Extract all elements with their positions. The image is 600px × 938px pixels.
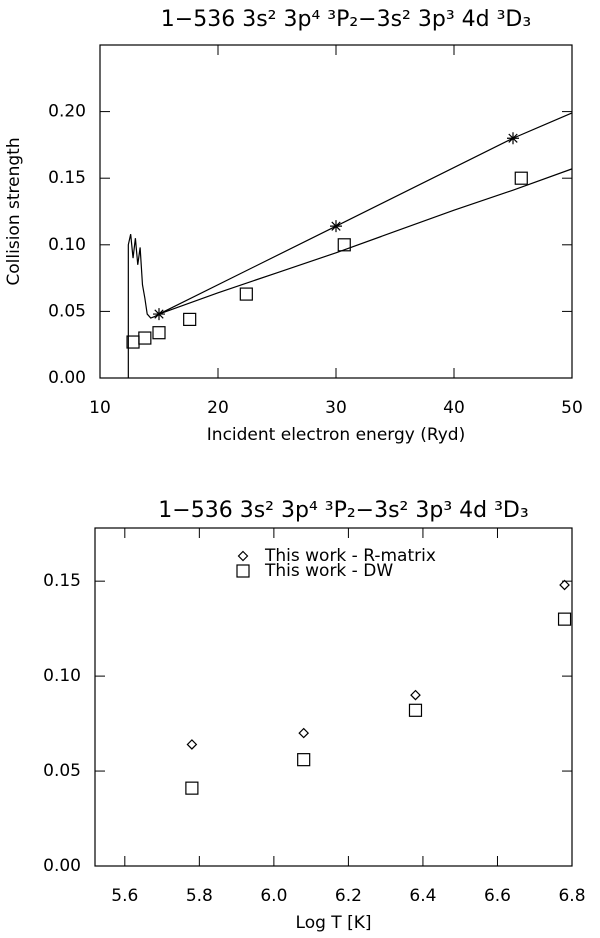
y-tick-label: 0.10 — [43, 666, 81, 686]
diamond-marker — [186, 739, 198, 750]
square-marker — [337, 238, 351, 252]
y-tick-label: 0.10 — [48, 235, 86, 255]
x-axis-label: Incident electron energy (Ryd) — [207, 425, 465, 445]
legend-label: This work - DW — [264, 561, 393, 581]
plot-frame — [99, 44, 573, 379]
x-tick-label: 6.2 — [335, 886, 362, 906]
y-axis-label: Collision strength — [4, 137, 24, 285]
diamond-marker — [298, 727, 310, 739]
square-marker — [557, 612, 572, 626]
x-tick-label: 6.6 — [484, 886, 511, 906]
x-tick-label: 20 — [207, 398, 229, 418]
square-marker — [297, 753, 311, 767]
x-tick-label: 30 — [325, 398, 347, 418]
x-tick-label: 6.0 — [260, 886, 287, 906]
chart-title: 1−536 3s² 3p⁴ ³P₂−3s² 3p³ 4d ³D₃ — [158, 498, 528, 523]
y-tick-label: 0.20 — [48, 102, 86, 122]
asterisk-marker — [507, 132, 519, 145]
square-marker — [183, 312, 197, 326]
x-axis-label: Log T [K] — [296, 913, 372, 933]
y-tick-label: 0.00 — [43, 856, 81, 876]
line — [158, 112, 573, 315]
y-tick-label: 0.05 — [48, 301, 86, 321]
y-tick-label: 0.05 — [43, 761, 81, 781]
line — [127, 168, 573, 378]
legend-symbol — [236, 564, 250, 578]
y-tick-label: 0.00 — [48, 368, 86, 388]
x-tick-label: 5.8 — [186, 886, 213, 906]
square-marker — [138, 331, 152, 345]
diamond-marker — [559, 579, 570, 591]
x-tick-label: 10 — [89, 398, 111, 418]
y-tick-label: 0.15 — [48, 168, 86, 188]
asterisk-marker — [330, 220, 342, 233]
plot-frame — [94, 527, 573, 867]
chart-title: 1−536 3s² 3p⁴ ³P₂−3s² 3p³ 4d ³D₃ — [161, 7, 531, 32]
square-marker — [514, 171, 528, 185]
x-tick-label: 40 — [443, 398, 465, 418]
x-tick-label: 6.8 — [558, 886, 585, 906]
x-tick-label: 6.4 — [409, 886, 436, 906]
square-marker — [185, 781, 199, 795]
square-marker — [152, 326, 166, 340]
square-marker — [408, 703, 423, 717]
legend-label: This work - R-matrix — [264, 546, 436, 566]
diamond-marker — [410, 689, 421, 701]
x-tick-label: 50 — [561, 398, 583, 418]
asterisk-marker — [153, 308, 165, 321]
x-tick-label: 5.6 — [111, 886, 138, 906]
legend-symbol — [237, 550, 249, 562]
y-tick-label: 0.15 — [43, 571, 81, 591]
square-marker — [239, 287, 253, 301]
